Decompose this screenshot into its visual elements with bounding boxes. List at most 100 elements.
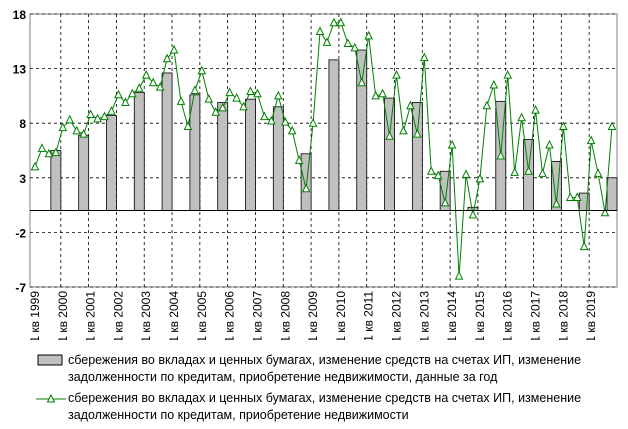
marker — [559, 121, 568, 130]
marker — [524, 166, 533, 175]
legend-marker — [46, 393, 56, 403]
marker — [274, 90, 283, 100]
marker — [336, 17, 346, 27]
bar — [606, 177, 618, 211]
marker — [148, 77, 158, 87]
marker — [343, 38, 353, 47]
marker — [517, 112, 526, 122]
bar — [161, 72, 173, 211]
x-tick-label: 1 кв 2014 — [445, 291, 459, 340]
marker — [308, 118, 318, 127]
marker — [260, 111, 269, 121]
marker — [315, 26, 325, 35]
marker — [253, 88, 262, 98]
marker — [267, 115, 276, 125]
legend-swatch — [37, 354, 63, 366]
legend-label: сбережения во вкладах и ценных бумагах, … — [68, 353, 582, 384]
marker — [538, 168, 547, 177]
x-tick-label: 1 кв 2016 — [501, 291, 515, 340]
marker — [503, 70, 513, 79]
marker — [134, 83, 144, 92]
x-tick-label: 1 кв 2015 — [473, 291, 487, 340]
marker — [406, 100, 415, 110]
y-tick-label: -2 — [15, 226, 26, 240]
marker — [600, 207, 610, 217]
bar — [217, 102, 229, 211]
marker — [190, 85, 200, 94]
marker — [72, 125, 82, 135]
marker — [468, 209, 478, 219]
marker — [44, 148, 54, 158]
marker — [447, 139, 457, 149]
marker — [280, 116, 290, 126]
marker — [385, 131, 394, 140]
y-tick-label: 8 — [19, 117, 26, 131]
plot-area: -7 -2 3 8 13 18 1 кв 1999 1 кв 2000 1 кв 2001 1 к… — [13, 8, 618, 343]
marker — [301, 183, 311, 193]
x-tick-label: 1 кв 2010 — [334, 291, 348, 340]
marker — [169, 44, 179, 54]
y-tick-label: 3 — [19, 172, 26, 186]
marker — [211, 107, 221, 116]
x-tick-label: 1 кв 2001 — [84, 291, 98, 340]
x-tick-label: 1 кв 2012 — [389, 291, 403, 340]
marker — [155, 82, 165, 91]
marker — [496, 150, 506, 160]
marker — [607, 121, 617, 130]
marker — [399, 125, 408, 135]
y-tick-label: -7 — [15, 281, 26, 295]
marker — [510, 167, 519, 176]
marker — [426, 166, 436, 175]
marker — [107, 106, 116, 115]
marker — [114, 89, 123, 99]
bar — [50, 150, 62, 211]
plot-background — [29, 13, 618, 288]
x-tick-label: 1 кв 2011 — [362, 291, 376, 340]
marker — [565, 192, 575, 201]
marker — [287, 125, 297, 135]
x-tick-label: 1 кв 2008 — [278, 291, 292, 340]
x-tick-label: 1 кв 2017 — [529, 291, 543, 340]
marker — [128, 88, 137, 98]
marker — [371, 90, 380, 100]
x-tick-label: 1 кв 2003 — [139, 291, 153, 340]
marker — [545, 139, 554, 149]
marker — [100, 111, 109, 121]
marker — [86, 109, 95, 118]
marker — [357, 77, 367, 87]
marker — [572, 192, 582, 201]
bar — [328, 59, 340, 211]
marker — [197, 65, 207, 75]
marker — [579, 241, 589, 251]
marker — [232, 92, 241, 102]
marker — [586, 135, 596, 145]
marker — [51, 147, 61, 157]
marker — [225, 87, 234, 97]
marker — [37, 143, 47, 152]
bar — [133, 92, 145, 211]
bar — [245, 98, 256, 211]
x-tick-label: 1 кв 2000 — [56, 291, 70, 340]
marker — [239, 101, 248, 111]
marker — [294, 155, 304, 164]
marker — [378, 88, 387, 98]
marker — [482, 100, 492, 110]
marker — [30, 161, 40, 171]
marker — [204, 94, 214, 103]
marker — [489, 79, 499, 89]
marker — [364, 30, 373, 40]
legend-swatch — [36, 393, 66, 403]
marker — [413, 129, 422, 138]
x-tick-label: 1 кв 2007 — [250, 291, 264, 340]
marker — [531, 104, 540, 114]
marker — [93, 113, 102, 123]
marker — [475, 173, 485, 183]
marker — [79, 129, 88, 138]
marker — [461, 169, 471, 179]
marker — [176, 96, 186, 105]
marker — [183, 121, 193, 130]
x-tick-label: 1 кв 2006 — [223, 291, 237, 340]
marker — [454, 270, 464, 280]
y-tick-label: 18 — [13, 8, 27, 22]
